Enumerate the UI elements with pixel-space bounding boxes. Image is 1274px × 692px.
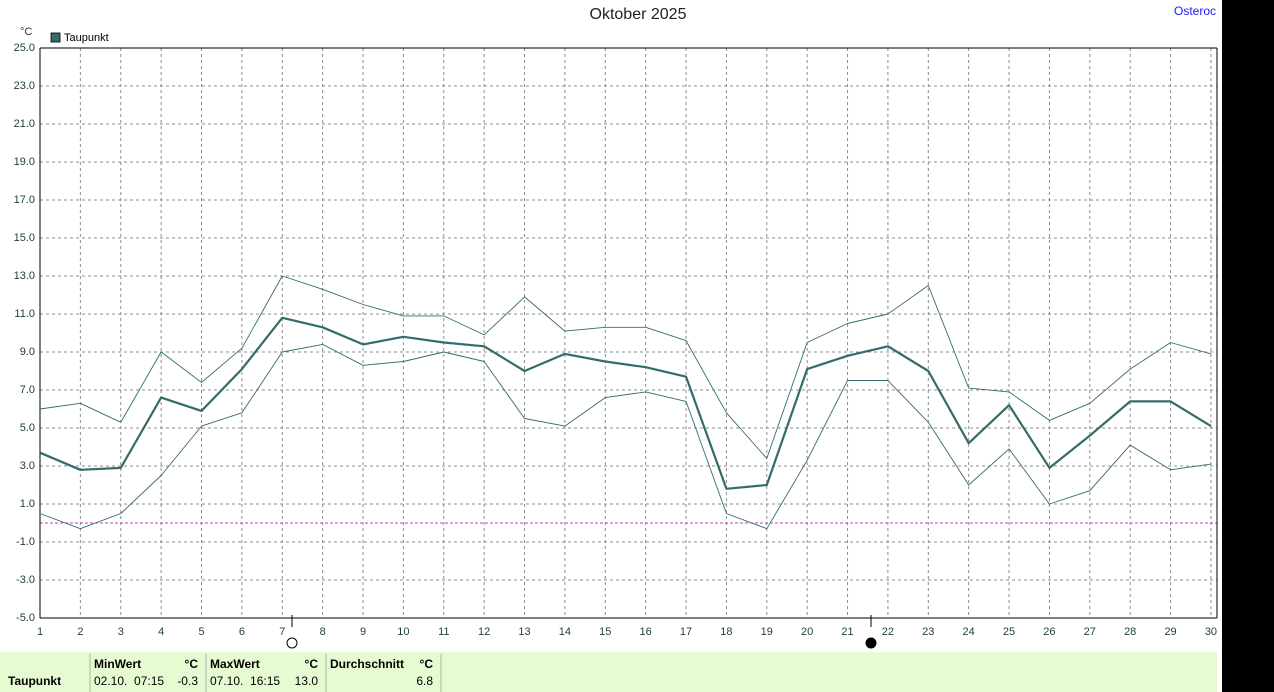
table-unit: °C: [185, 657, 199, 671]
series-line: [39, 316, 1212, 490]
y-tick-label: 23.0: [14, 80, 35, 92]
table-header: MaxWert: [210, 657, 260, 671]
x-tick-label: 25: [1003, 626, 1015, 638]
x-tick-label: 27: [1084, 626, 1096, 638]
x-tick-label: 24: [963, 626, 975, 638]
x-tick-label: 12: [478, 626, 490, 638]
y-tick-label: 11.0: [14, 308, 35, 320]
side-bar: [1222, 0, 1274, 692]
y-tick-label: 1.0: [20, 498, 35, 510]
station-name: Osteroc: [1174, 4, 1216, 18]
y-tick-label: 21.0: [14, 118, 35, 130]
legend-swatch: [50, 32, 61, 43]
x-tick-label: 13: [518, 626, 530, 638]
x-tick-label: 23: [922, 626, 934, 638]
table-header: Durchschnitt: [330, 657, 404, 671]
y-unit: °C: [20, 26, 32, 38]
chart-title: Oktober 2025: [590, 6, 687, 23]
x-tick-label: 5: [198, 626, 204, 638]
x-tick-label: 14: [559, 626, 571, 638]
x-tick-label: 8: [320, 626, 326, 638]
x-tick-label: 30: [1205, 626, 1217, 638]
table-value: -0.3: [177, 674, 198, 688]
x-tick-label: 17: [680, 626, 692, 638]
x-tick-label: 28: [1124, 626, 1136, 638]
summary-table: [0, 652, 1217, 692]
y-tick-label: 7.0: [20, 384, 35, 396]
x-tick-label: 15: [599, 626, 611, 638]
y-tick-label: 5.0: [20, 422, 35, 434]
series-line: [39, 275, 1212, 459]
y-tick-label: -1.0: [16, 536, 35, 548]
y-tick-label: -3.0: [16, 574, 35, 586]
y-tick-label: 15.0: [14, 232, 35, 244]
y-tick-label: -5.0: [16, 612, 35, 624]
y-tick-label: 9.0: [20, 346, 35, 358]
x-tick-label: 1: [37, 626, 43, 638]
table-unit: °C: [420, 657, 434, 671]
x-tick-label: 19: [761, 626, 773, 638]
x-tick-label: 4: [158, 626, 164, 638]
x-tick-label: 18: [720, 626, 732, 638]
table-value: 13.0: [295, 674, 319, 688]
y-tick-label: 19.0: [14, 156, 35, 168]
table-unit: °C: [305, 657, 319, 671]
y-tick-label: 13.0: [14, 270, 35, 282]
summary-table-content: Taupunkt MinWert °C 02.10. 07:15 -0.3 MaxWert…: [8, 654, 442, 692]
y-tick-label: 25.0: [14, 42, 35, 54]
y-tick-label: 3.0: [20, 460, 35, 472]
new-moon: [865, 637, 877, 649]
x-tick-label: 6: [239, 626, 245, 638]
table-row-label: Taupunkt: [8, 674, 61, 688]
table-time: 07.10. 16:15: [210, 674, 280, 688]
legend-label: Taupunkt: [64, 32, 109, 44]
x-tick-label: 2: [77, 626, 83, 638]
x-tick-label: 7: [279, 626, 285, 638]
x-tick-label: 22: [882, 626, 894, 638]
table-header: MinWert: [94, 657, 141, 671]
x-tick-label: 20: [801, 626, 813, 638]
x-tick-label: 10: [397, 626, 409, 638]
table-time: 02.10. 07:15: [94, 674, 164, 688]
table-value: 6.8: [416, 674, 433, 688]
x-tick-label: 3: [118, 626, 124, 638]
x-tick-label: 26: [1043, 626, 1055, 638]
x-tick-label: 16: [640, 626, 652, 638]
x-tick-label: 9: [360, 626, 366, 638]
y-tick-label: 17.0: [14, 194, 35, 206]
x-tick-label: 21: [841, 626, 853, 638]
x-tick-label: 11: [438, 626, 449, 638]
series-line: [39, 343, 1212, 530]
full-moon: [286, 637, 298, 649]
x-tick-label: 29: [1164, 626, 1176, 638]
